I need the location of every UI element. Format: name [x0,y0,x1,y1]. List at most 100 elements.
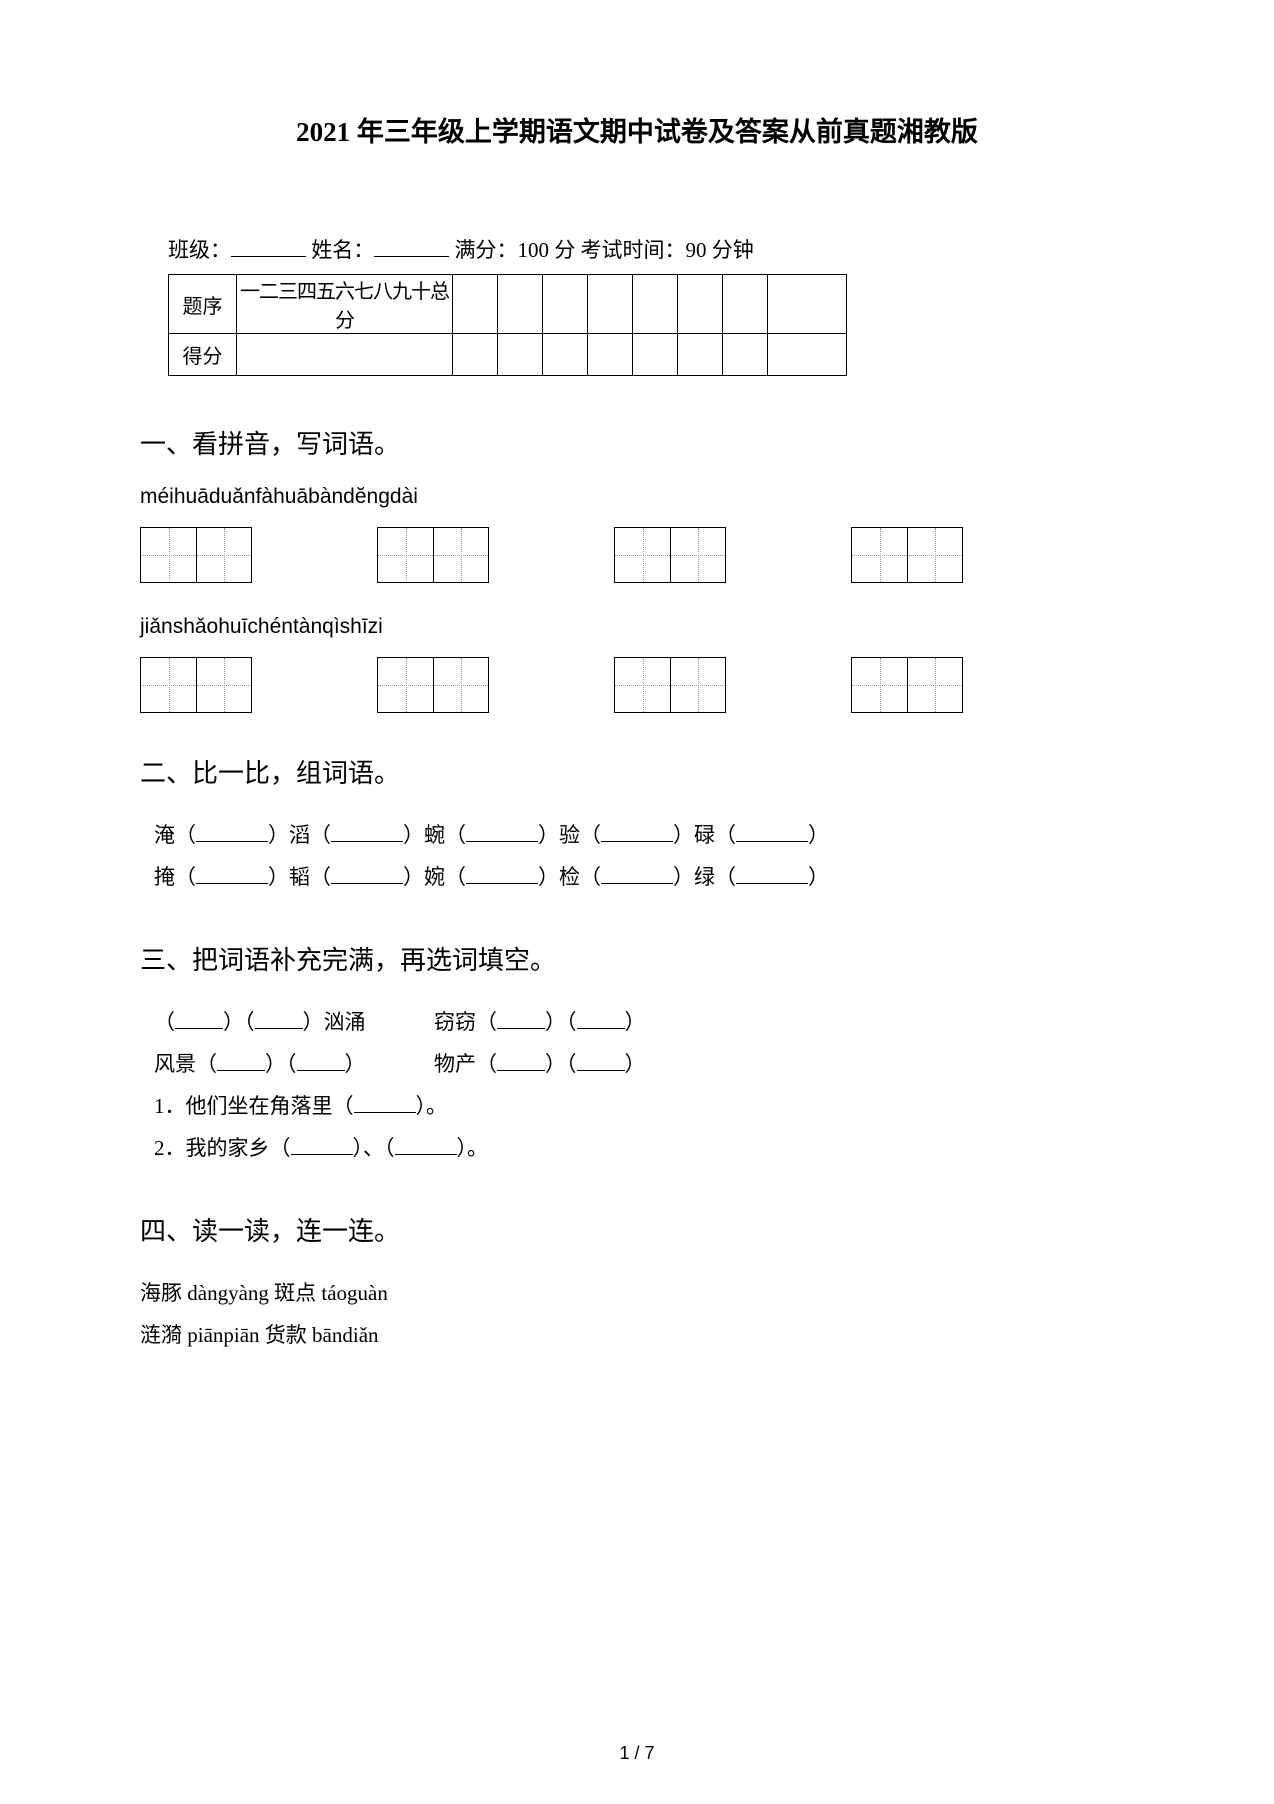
char-box [140,657,196,713]
blank [601,883,673,884]
blank [331,841,403,842]
text: 2．我的家乡（ [154,1136,291,1160]
empty-cell [588,334,633,376]
blank [196,883,268,884]
compare-line-2: 掩（）韬（）婉（）检（）绿（） [154,856,1134,898]
char-box [851,657,907,713]
empty-cell [678,275,723,334]
empty-cell [498,334,543,376]
time-value: 90 分钟 [686,238,754,262]
score-value: 100 分 [518,238,576,262]
score-table: 题序 一二三四五六七八九十总分 得分 [168,274,847,376]
seq-numbers: 一二三四五六七八九十总分 [237,275,453,334]
fill-row-1: （）（）汹涌 窃窃（）（） [154,1001,1134,1043]
empty-cell [768,334,847,376]
char: 碌 [694,823,715,847]
empty-cell [453,275,498,334]
word: 窃窃 [434,1010,476,1034]
seq-label: 题序 [169,275,237,334]
char: 蜿 [424,823,445,847]
blank [297,1070,345,1071]
empty-cell [723,275,768,334]
empty-cell [588,275,633,334]
section-2-heading: 二、比一比，组词语。 [140,753,1134,790]
word: 物产 [434,1052,476,1076]
fill-item-1: 1．他们坐在角落里（ ）。 [154,1085,1134,1127]
exam-info-line: 班级： 姓名： 满分：100 分 考试时间：90 分钟 [168,234,1134,264]
char-box [614,527,670,583]
char-box-pair [851,527,963,583]
blank [331,883,403,884]
empty-cell [453,334,498,376]
blank [395,1154,457,1155]
word: 风景 [154,1052,196,1076]
blank [736,841,808,842]
char: 婉 [424,865,445,889]
empty-cell [237,334,453,376]
blank [577,1070,625,1071]
empty-cell [678,334,723,376]
text: ）、（ [353,1136,395,1160]
blank [497,1028,545,1029]
char-box-pair [614,657,726,713]
section-1-heading: 一、看拼音，写词语。 [140,424,1134,461]
char-box [140,527,196,583]
empty-cell [633,275,678,334]
empty-cell [543,334,588,376]
blank [217,1070,265,1071]
fill-item-2: 2．我的家乡（）、（）。 [154,1127,1134,1169]
char-box [670,657,726,713]
match-line-2: 涟漪 piānpiān 货款 bāndiǎn [140,1314,1134,1356]
blank [736,883,808,884]
compare-line-1: 淹（）滔（）蜿（）验（）碌（） [154,814,1134,856]
char: 淹 [154,823,175,847]
time-label: 考试时间： [581,238,686,262]
char-box-pair [614,527,726,583]
char-box [196,657,252,713]
text: ）。 [416,1094,448,1118]
char-boxes-row-1 [140,527,1134,583]
char-box [196,527,252,583]
fill-row-2: 风景（）（） 物产（）（） [154,1043,1134,1085]
class-label: 班级： [168,238,231,262]
char: 检 [559,865,580,889]
char-box-pair [140,657,252,713]
pinyin-line-2: jiǎnshǎohuīchéntànqìshīzi [140,615,1134,639]
char: 韬 [289,865,310,889]
empty-cell [768,275,847,334]
page-number: 1 / 7 [0,1743,1274,1764]
empty-cell [498,275,543,334]
section-4-heading: 四、读一读，连一连。 [140,1211,1134,1248]
text: 1．他们坐在角落里（ [154,1094,354,1118]
word: 汹涌 [324,1010,366,1034]
char: 掩 [154,865,175,889]
blank [577,1028,625,1029]
score-label: 满分： [455,238,518,262]
blank [175,1028,223,1029]
char-box-pair [140,527,252,583]
char-box [433,527,489,583]
empty-cell [543,275,588,334]
char: 绿 [694,865,715,889]
char-box [377,527,433,583]
char-box-pair [377,527,489,583]
table-row: 得分 [169,334,847,376]
char-box [907,527,963,583]
blank [291,1154,353,1155]
char-box [377,657,433,713]
class-blank [231,256,306,257]
char-box [670,527,726,583]
blank [255,1028,303,1029]
table-row: 题序 一二三四五六七八九十总分 [169,275,847,334]
blank [601,841,673,842]
blank [497,1070,545,1071]
match-line-1: 海豚 dàngyàng 斑点 táoguàn [140,1272,1134,1314]
char-box [614,657,670,713]
section-3-heading: 三、把词语补充完满，再选词填空。 [140,940,1134,977]
empty-cell [723,334,768,376]
blank [196,841,268,842]
pinyin-line-1: méihuāduǎnfàhuābàndĕngdài [140,485,1134,509]
score-row-label: 得分 [169,334,237,376]
blank [466,883,538,884]
empty-cell [633,334,678,376]
